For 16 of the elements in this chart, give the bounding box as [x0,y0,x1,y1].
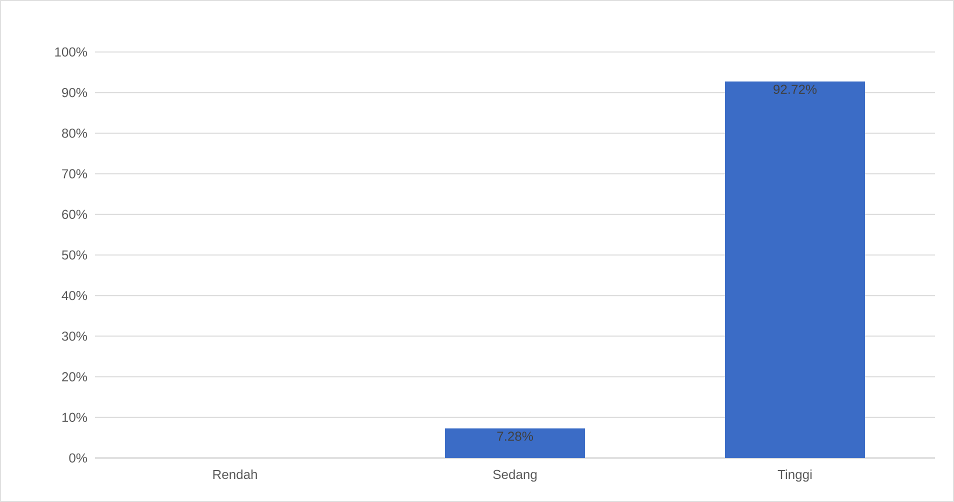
data-label: 7.28% [497,432,533,441]
y-tick-label: 60% [62,210,88,219]
data-label: 92.72% [774,84,817,94]
y-tick-label: 10% [62,412,88,422]
y-tick-label: 30% [62,332,88,341]
y-tick-label: 70% [62,169,88,178]
y-tick-label: 0% [69,453,88,463]
x-tick-label: Sedang [493,470,537,482]
y-tick-label: 80% [62,128,88,138]
y-tick-label: 40% [62,290,88,300]
y-tick-label: 100% [55,47,88,57]
x-tick-label: Rendah [213,470,257,480]
y-tick-label: 20% [62,372,88,382]
x-tick-label: Tinggi [778,470,812,482]
y-tick-label: 50% [62,250,88,260]
y-tick-label: 90% [62,88,88,98]
